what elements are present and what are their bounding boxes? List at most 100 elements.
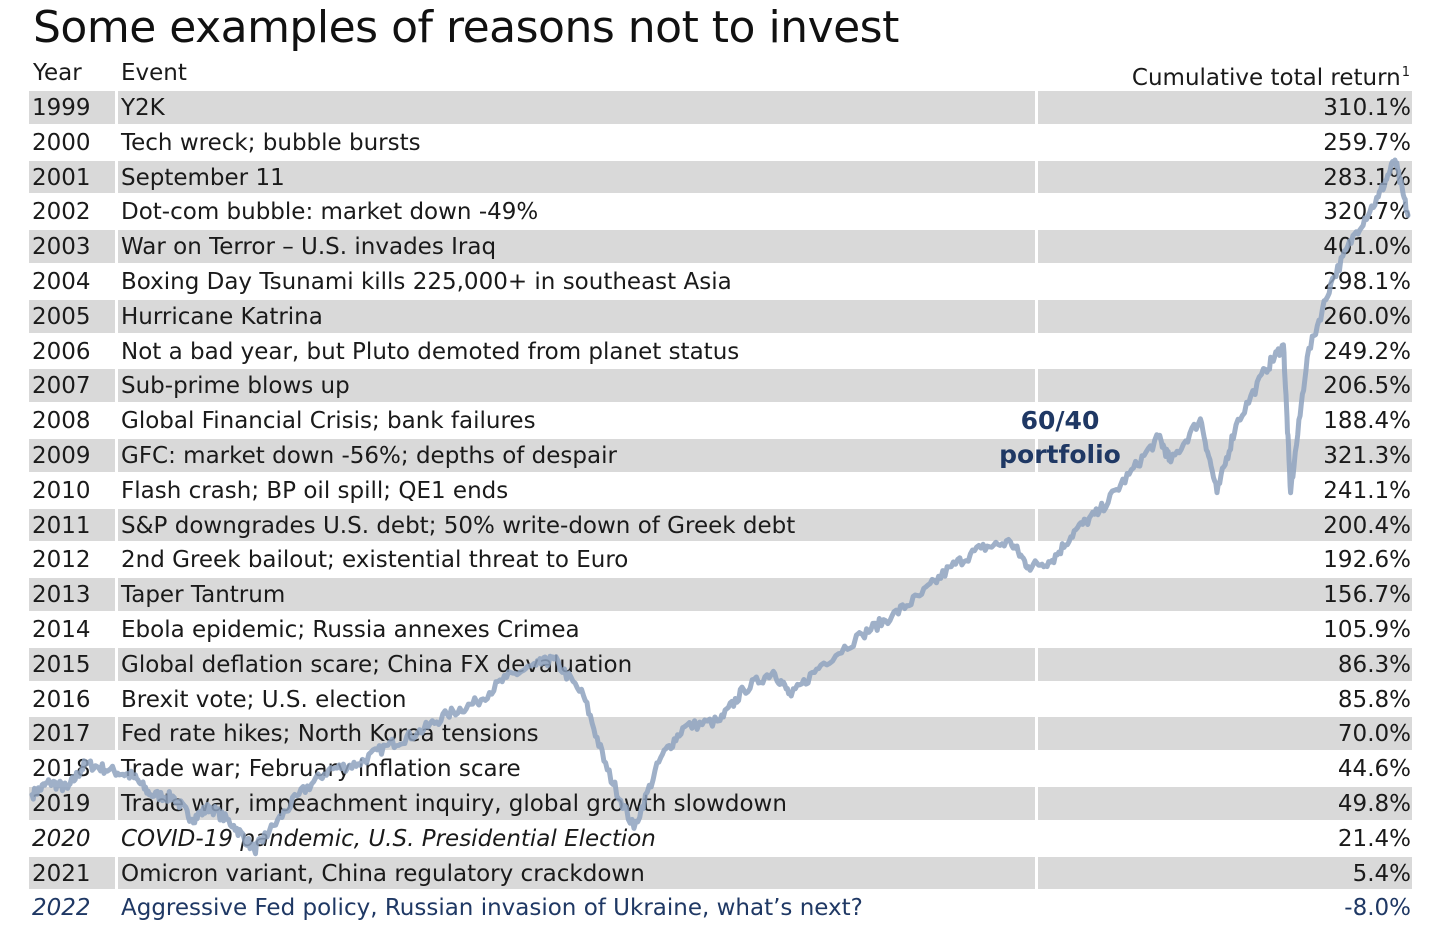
row-year-cell: 2004: [29, 265, 115, 298]
row-event: Fed rate hikes; North Korea tensions: [121, 721, 539, 748]
row-return: 249.2%: [1323, 338, 1411, 365]
row-return: 260.0%: [1323, 303, 1411, 330]
row-return: 310.1%: [1323, 95, 1411, 121]
row-year-cell: 2020: [29, 822, 115, 855]
row-event: Hurricane Katrina: [121, 303, 323, 330]
row-year-cell: 1999: [29, 91, 115, 124]
row-event-cell: S&P downgrades U.S. debt; 50% write-down…: [118, 508, 1035, 542]
row-return-cell: 249.2%: [1038, 335, 1412, 368]
table-row: 2022 Aggressive Fed policy, Russian invas…: [29, 890, 1412, 925]
row-return: 298.1%: [1323, 268, 1411, 295]
row-year-cell: 2006: [29, 335, 115, 368]
row-return-cell: 44.6%: [1038, 752, 1412, 785]
column-header-return: Cumulative total return1: [1132, 58, 1410, 91]
row-event: September 11: [121, 164, 285, 191]
row-return: 86.3%: [1337, 651, 1411, 678]
row-return-cell: 259.7%: [1038, 126, 1412, 159]
row-event: GFC: market down -56%; depths of despair: [121, 442, 617, 469]
row-year-cell: 2017: [29, 717, 115, 751]
page-title: Some examples of reasons not to invest: [33, 2, 899, 53]
row-event: COVID-19 pandemic, U.S. Presidential Ele…: [121, 825, 656, 852]
series-label: 60/40 portfolio: [999, 406, 1121, 469]
column-header-event: Event: [121, 60, 187, 86]
row-event-cell: Boxing Day Tsunami kills 225,000+ in sou…: [118, 265, 1035, 298]
table-row: 2011 S&P downgrades U.S. debt; 50% write-…: [29, 508, 1412, 543]
row-event-cell: Fed rate hikes; North Korea tensions: [118, 717, 1035, 751]
row-year: 2016: [32, 686, 91, 713]
row-event: Aggressive Fed policy, Russian invasion …: [121, 895, 863, 922]
row-year: 2015: [32, 651, 91, 678]
row-year: 2004: [32, 268, 91, 295]
row-year: 2005: [32, 303, 91, 330]
row-event-cell: Trade war, impeachment inquiry, global g…: [118, 786, 1035, 820]
row-event: Boxing Day Tsunami kills 225,000+ in sou…: [121, 268, 732, 295]
table-row: 2015 Global deflation scare; China FX dev…: [29, 647, 1412, 682]
table-row: 2017 Fed rate hikes; North Korea tensions…: [29, 716, 1412, 751]
row-event: Y2K: [121, 95, 165, 121]
row-year-cell: 2016: [29, 683, 115, 716]
row-event: Dot-com bubble: market down -49%: [121, 199, 539, 226]
row-year-cell: 2001: [29, 160, 115, 194]
table-row: 2009 GFC: market down -56%; depths of des…: [29, 438, 1412, 473]
row-year: 2011: [32, 512, 91, 539]
row-year: 1999: [32, 95, 91, 121]
row-return-cell: 206.5%: [1038, 369, 1412, 403]
row-event: Global deflation scare; China FX devalua…: [121, 651, 633, 678]
row-event-cell: Ebola epidemic; Russia annexes Crimea: [118, 613, 1035, 646]
row-year-cell: 2010: [29, 474, 115, 507]
row-event-cell: COVID-19 pandemic, U.S. Presidential Ele…: [118, 822, 1035, 855]
table-row: 2007 Sub-prime blows up 206.5%: [29, 368, 1412, 403]
row-event: Global Financial Crisis; bank failures: [121, 408, 536, 435]
row-event-cell: Hurricane Katrina: [118, 299, 1035, 333]
row-return-cell: -8.0%: [1038, 891, 1412, 924]
row-event: War on Terror – U.S. invades Iraq: [121, 234, 497, 261]
row-year-cell: 2008: [29, 404, 115, 437]
row-return-cell: 283.1%: [1038, 160, 1412, 194]
row-year: 2012: [32, 547, 91, 574]
row-year-cell: 2003: [29, 230, 115, 263]
table-row: 2020 COVID-19 pandemic, U.S. Presidential…: [29, 821, 1412, 856]
row-event-cell: Sub-prime blows up: [118, 369, 1035, 403]
row-return-cell: 105.9%: [1038, 613, 1412, 646]
row-event-cell: Brexit vote; U.S. election: [118, 683, 1035, 716]
row-return: 241.1%: [1323, 477, 1411, 504]
row-event: Tech wreck; bubble bursts: [121, 129, 421, 156]
table-row: 2001 September 11 283.1%: [29, 160, 1412, 195]
table-row: 2010 Flash crash; BP oil spill; QE1 ends 2…: [29, 473, 1412, 508]
row-event-cell: Taper Tantrum: [118, 578, 1035, 611]
row-year: 2008: [32, 408, 91, 435]
row-event-cell: Global deflation scare; China FX devalua…: [118, 647, 1035, 681]
row-return-cell: 298.1%: [1038, 265, 1412, 298]
row-event: Trade war; February inflation scare: [121, 756, 521, 783]
row-return-cell: 86.3%: [1038, 647, 1412, 681]
table-row: 2013 Taper Tantrum 156.7%: [29, 577, 1412, 612]
row-year-cell: 2009: [29, 438, 115, 472]
row-year-cell: 2007: [29, 369, 115, 403]
table-row: 2019 Trade war, impeachment inquiry, glob…: [29, 786, 1412, 821]
row-year: 2022: [32, 895, 91, 922]
column-header-year: Year: [33, 60, 82, 86]
row-year-cell: 2015: [29, 647, 115, 681]
row-event-cell: Aggressive Fed policy, Russian invasion …: [118, 891, 1035, 924]
row-event: Not a bad year, but Pluto demoted from p…: [121, 338, 740, 365]
row-event-cell: Dot-com bubble: market down -49%: [118, 195, 1035, 228]
row-year-cell: 2019: [29, 786, 115, 820]
row-return: 85.8%: [1337, 686, 1411, 713]
row-event: S&P downgrades U.S. debt; 50% write-down…: [121, 512, 796, 539]
row-event-cell: War on Terror – U.S. invades Iraq: [118, 230, 1035, 263]
table-row: 1999 Y2K 310.1%: [29, 90, 1412, 125]
row-return: 320.7%: [1323, 199, 1411, 226]
row-year: 2007: [32, 373, 91, 400]
row-year: 2018: [32, 756, 91, 783]
row-year: 2009: [32, 442, 91, 469]
row-event: Sub-prime blows up: [121, 373, 350, 400]
row-year-cell: 2005: [29, 299, 115, 333]
footnote-marker: 1: [1401, 65, 1410, 80]
row-year: 2002: [32, 199, 91, 226]
table-row: 2012 2nd Greek bailout; existential threa…: [29, 542, 1412, 577]
row-event-cell: Not a bad year, but Pluto demoted from p…: [118, 335, 1035, 368]
table-row: 2005 Hurricane Katrina 260.0%: [29, 299, 1412, 334]
table-row: 2016 Brexit vote; U.S. election 85.8%: [29, 682, 1412, 717]
row-event-cell: 2nd Greek bailout; existential threat to…: [118, 543, 1035, 576]
row-event-cell: Flash crash; BP oil spill; QE1 ends: [118, 474, 1035, 507]
